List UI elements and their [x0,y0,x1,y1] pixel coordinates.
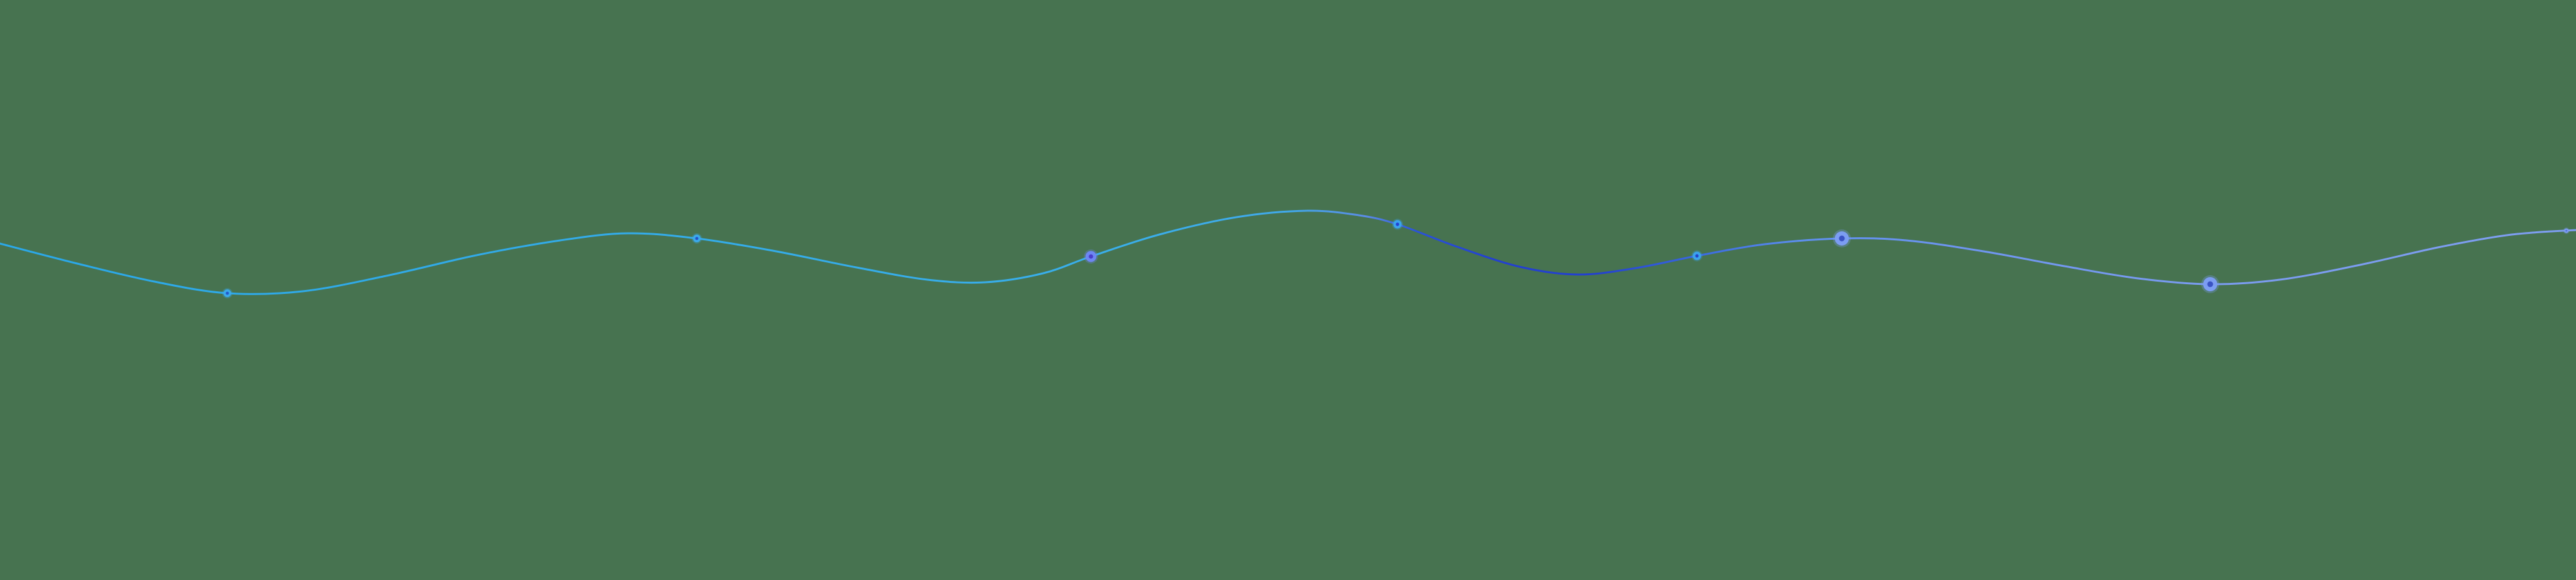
marker-core [1396,222,1399,226]
marker-core [1839,235,1845,242]
data-point-marker[interactable] [2563,227,2570,234]
data-point-marker[interactable] [692,233,702,244]
data-point-marker[interactable] [2201,275,2219,293]
marker-core [695,237,699,240]
marker-core [1695,254,1699,258]
data-point-marker[interactable] [1833,229,1851,247]
marker-core [2565,229,2568,232]
wave-line-path [0,209,2576,295]
marker-core [1088,254,1094,259]
data-point-marker[interactable] [1691,250,1703,262]
data-point-markers [222,218,2570,298]
data-point-marker[interactable] [1392,218,1403,230]
marker-core [2207,281,2213,287]
marker-core [225,291,229,295]
data-point-marker[interactable] [222,288,232,298]
data-point-marker[interactable] [1084,249,1098,264]
